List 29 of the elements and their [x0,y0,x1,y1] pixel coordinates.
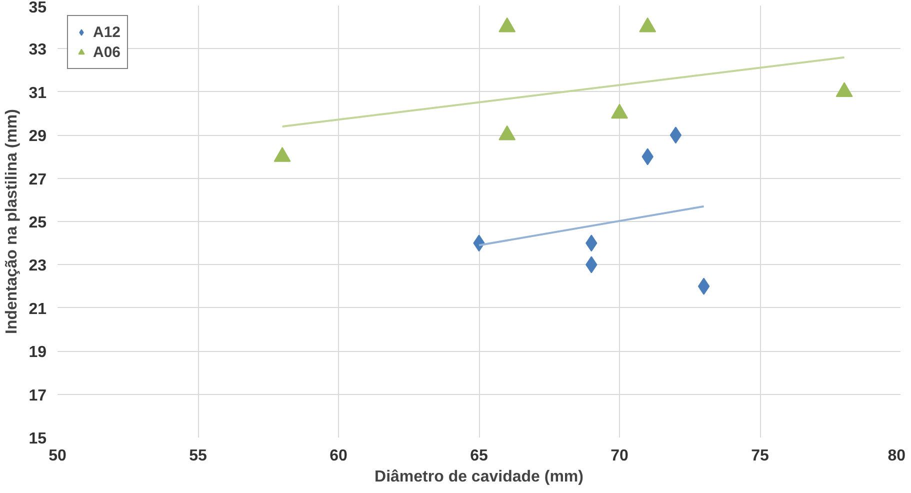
y-tick-label: 25 [28,214,47,232]
point [274,146,291,162]
x-tick-label: 60 [330,448,348,464]
legend-label: A06 [93,44,121,60]
x-tick-label: 65 [470,448,488,464]
point [498,17,516,32]
y-tick-label: 15 [28,430,47,448]
point [698,278,710,295]
point [639,17,656,32]
x-tick-label: 75 [751,448,769,464]
y-axis-title: Indentação na plastilina (mm) [4,109,21,334]
point [836,82,853,98]
x-tick-label: 80 [888,448,906,464]
x-tick-label: 70 [610,448,628,464]
y-tick-label: 21 [28,300,47,318]
point [498,125,516,140]
y-tick-label: 29 [28,128,47,146]
y-tick-label: 33 [28,42,47,59]
point [611,104,628,119]
x-axis-title: Diâmetro de cavidade (mm) [374,468,584,486]
y-tick-label: 31 [28,84,47,102]
y-tick-label: 23 [28,258,47,275]
x-tick-label: 50 [48,448,66,464]
x-tick-label: 55 [189,448,207,464]
y-tick-label: 35 [28,0,47,16]
y-tick-label: 17 [28,387,47,404]
legend-label: A12 [93,24,121,40]
y-tick-label: 27 [28,171,47,188]
y-tick-label: 19 [28,344,47,362]
